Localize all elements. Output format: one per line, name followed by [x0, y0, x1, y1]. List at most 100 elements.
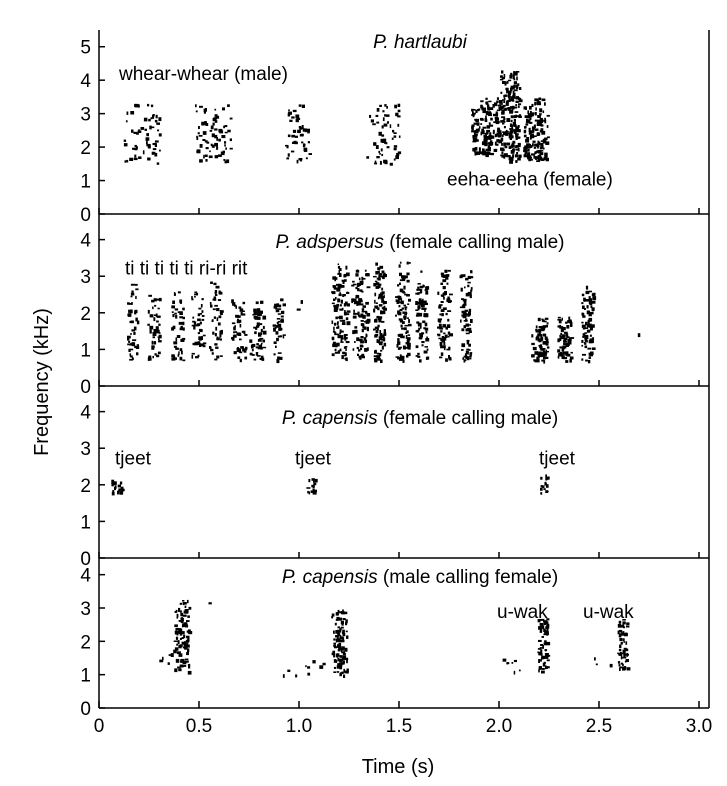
spectrogram-pixel — [126, 111, 129, 115]
spectrogram-pixel — [219, 291, 223, 295]
spectrogram-pixel — [366, 273, 370, 277]
spectrogram-pixel — [382, 138, 387, 143]
spectrogram-pixel — [402, 278, 406, 282]
spectrogram-pixel — [440, 272, 444, 275]
spectrogram-pixel — [389, 124, 392, 129]
spectrogram-pixel — [622, 619, 626, 621]
spectrogram-pixel — [381, 287, 384, 291]
spectrogram-pixel — [201, 310, 204, 313]
spectrogram-pixel — [377, 358, 381, 361]
spectrogram-pixel — [336, 638, 340, 641]
spectrogram-pixel — [199, 144, 203, 148]
spectrogram-pixel — [568, 321, 573, 324]
spectrogram-pixel — [570, 323, 573, 327]
spectrogram-pixel — [184, 611, 189, 614]
spectrogram-pixel — [540, 628, 543, 632]
spectrogram-pixel — [344, 301, 348, 306]
spectrogram-pixel — [533, 135, 537, 137]
spectrogram-pixel — [569, 319, 572, 323]
spectrogram-pixel — [542, 341, 546, 345]
spectrogram-pixel — [175, 636, 179, 640]
x-tick-label: 0.5 — [186, 716, 212, 737]
spectrogram-pixel — [440, 352, 444, 356]
spectrogram-pixel — [384, 301, 387, 304]
spectrogram-pixel — [475, 133, 478, 136]
spectrogram-pixel — [500, 133, 502, 137]
spectrogram-pixel — [407, 352, 411, 357]
spectrogram-pixel — [134, 144, 137, 147]
spectrogram-pixel — [365, 273, 367, 277]
spectrogram-pixel — [438, 337, 442, 340]
spectrogram-pixel — [375, 302, 378, 304]
spectrogram-pixel — [336, 638, 338, 643]
spectrogram-pixel — [201, 315, 205, 317]
spectrogram-pixel — [233, 351, 237, 355]
spectrogram-pixel — [482, 130, 485, 135]
spectrogram-pixel — [523, 150, 526, 153]
call-mark — [231, 299, 248, 363]
spectrogram-pixel — [540, 487, 543, 491]
spectrogram-pixel — [198, 126, 200, 129]
spectrogram-pixel — [559, 346, 564, 349]
spectrogram-pixel — [437, 333, 441, 337]
spectrogram-pixel — [408, 337, 411, 341]
spectrogram-pixel — [489, 132, 492, 136]
spectrogram-pixel — [471, 130, 475, 133]
spectrogram-pixel — [224, 125, 228, 128]
spectrogram-pixel — [360, 323, 364, 327]
spectrogram-pixel — [365, 333, 368, 338]
spectrogram-pixel — [528, 127, 531, 132]
spectrogram-pixel — [340, 341, 344, 343]
spectrogram-pixel — [471, 108, 474, 112]
spectrogram-pixel — [176, 643, 179, 646]
spectrogram-pixel — [515, 97, 520, 100]
spectrogram-pixel — [119, 490, 124, 495]
spectrogram-pixel — [123, 139, 127, 142]
spectrogram-pixel — [381, 270, 385, 274]
spectrogram-pixel — [154, 314, 157, 316]
spectrogram-pixel — [543, 620, 547, 622]
spectrogram-pixel — [534, 101, 537, 106]
spectrogram-pixel — [563, 331, 568, 334]
spectrogram-pixel — [213, 282, 217, 286]
spectrogram-pixel — [343, 668, 345, 673]
spectrogram-pixel — [299, 134, 304, 137]
spectrogram-pixel — [365, 301, 369, 305]
spectrogram-pixel — [381, 334, 385, 339]
spectrogram-pixel — [343, 354, 346, 357]
spectrogram-pixel — [594, 657, 596, 661]
spectrogram-pixel — [362, 314, 366, 319]
spectrogram-pixel — [513, 78, 516, 81]
spectrogram-pixel — [214, 304, 218, 307]
spectrogram-pixel — [417, 352, 420, 355]
spectrogram-pixel — [540, 128, 544, 132]
spectrogram-pixel — [235, 314, 239, 318]
spectrogram-pixel — [385, 114, 390, 117]
spectrogram-pixel — [539, 108, 543, 113]
spectrogram-pixel — [334, 308, 339, 311]
spectrogram-pixel — [179, 356, 183, 361]
spectrogram-pixel — [401, 357, 405, 361]
spectrogram-pixel — [272, 324, 277, 327]
spectrogram-pixel — [178, 653, 183, 657]
spectrogram-pixel — [354, 329, 358, 334]
call-mark — [272, 298, 286, 364]
spectrogram-pixel — [516, 128, 521, 132]
spectrogram-pixel — [180, 644, 183, 647]
spectrogram-pixel — [510, 119, 513, 123]
spectrogram-pixel — [541, 636, 544, 638]
spectrogram-pixel — [468, 330, 472, 333]
spectrogram-pixel — [186, 642, 189, 645]
spectrogram-pixel — [513, 670, 516, 675]
spectrogram-pixel — [335, 612, 339, 616]
spectrogram-pixel — [152, 336, 156, 339]
spectrogram-pixel — [336, 342, 340, 347]
y-tick-label: 2 — [80, 304, 91, 325]
spectrogram-pixel — [466, 341, 470, 345]
spectrogram-pixel — [337, 644, 340, 648]
spectrogram-pixel — [527, 110, 530, 115]
spectrogram-pixel — [490, 152, 494, 156]
spectrogram-pixel — [341, 612, 345, 615]
spectrogram-pixel — [408, 319, 410, 323]
spectrogram-pixel — [153, 329, 157, 333]
